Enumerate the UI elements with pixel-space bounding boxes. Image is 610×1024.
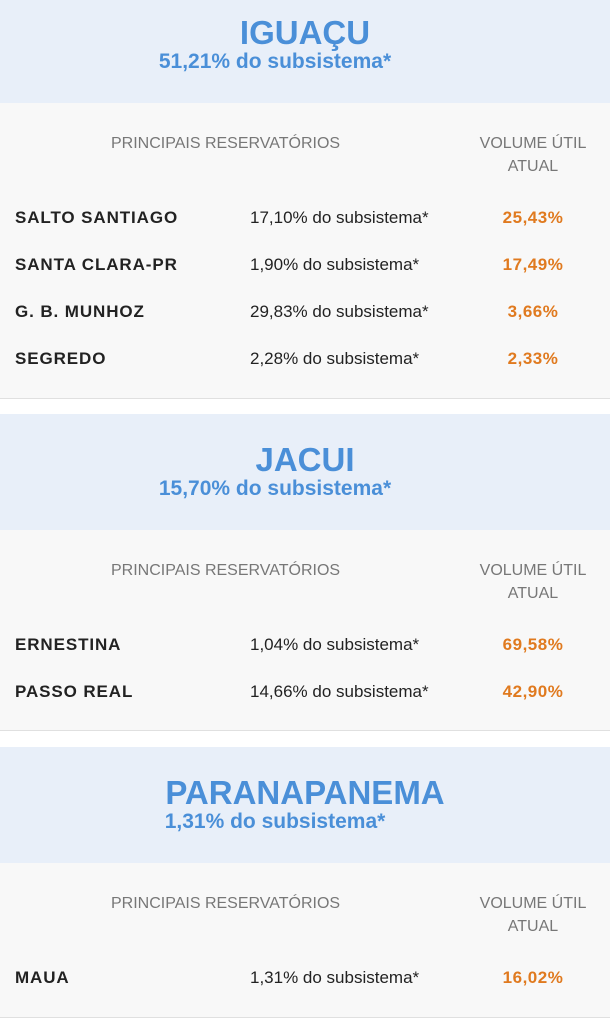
column-header-volume: VOLUME ÚTIL ATUAL <box>468 559 598 605</box>
table-row: MAUA 1,31% do subsistema* 16,02% <box>0 966 610 990</box>
column-header-volume-line2: ATUAL <box>507 585 559 602</box>
subsystem-header-jacui: JACUI 15,70% do subsistema* <box>0 414 610 530</box>
reservoir-name: MAUA <box>15 968 70 987</box>
subsystem-title: PARANAPANEMA <box>165 774 445 811</box>
column-header-volume-line1: VOLUME ÚTIL <box>479 135 587 152</box>
reservoir-volume: 2,33% <box>507 349 559 368</box>
table-row: SEGREDO 2,28% do subsistema* 2,33% <box>0 347 610 371</box>
reservoir-share: 29,83% do subsistema* <box>250 302 429 321</box>
reservoir-share: 2,28% do subsistema* <box>250 349 420 368</box>
reservoir-volume: 16,02% <box>502 968 564 987</box>
subsystem-share: 1,31% do subsistema* <box>164 810 386 833</box>
subsystem-header-iguacu: IGUAÇU 51,21% do subsistema* <box>0 0 610 103</box>
reservoir-share: 1,04% do subsistema* <box>250 635 420 654</box>
reservoir-share: 17,10% do subsistema* <box>250 208 429 227</box>
subsystem-share: 51,21% do subsistema* <box>158 50 392 73</box>
reservoir-name: SEGREDO <box>15 349 107 368</box>
subsystem-title: IGUAÇU <box>239 14 371 51</box>
column-header-volume-line1: VOLUME ÚTIL <box>479 562 587 579</box>
reservoir-table-jacui: PRINCIPAIS RESERVATÓRIOS VOLUME ÚTIL ATU… <box>0 530 610 731</box>
reservoir-name: G. B. MUNHOZ <box>15 302 145 321</box>
column-header-reservoirs: PRINCIPAIS RESERVATÓRIOS <box>111 135 341 152</box>
column-header-volume-line2: ATUAL <box>507 918 559 935</box>
column-header-reservoirs: PRINCIPAIS RESERVATÓRIOS <box>111 895 341 912</box>
reservoir-table-paranapanema: PRINCIPAIS RESERVATÓRIOS VOLUME ÚTIL ATU… <box>0 863 610 1018</box>
reservoir-share: 14,66% do subsistema* <box>250 682 429 701</box>
reservoir-share: 1,31% do subsistema* <box>250 968 420 987</box>
table-row: ERNESTINA 1,04% do subsistema* 69,58% <box>0 633 610 657</box>
reservoir-name: SANTA CLARA-PR <box>15 255 178 274</box>
column-header-reservoirs: PRINCIPAIS RESERVATÓRIOS <box>111 562 341 579</box>
reservoir-volume: 3,66% <box>507 302 559 321</box>
table-row: G. B. MUNHOZ 29,83% do subsistema* 3,66% <box>0 300 610 324</box>
reservoir-volume: 17,49% <box>502 255 564 274</box>
reservoir-name: SALTO SANTIAGO <box>15 208 179 227</box>
column-header-volume: VOLUME ÚTIL ATUAL <box>468 132 598 178</box>
table-row: PASSO REAL 14,66% do subsistema* 42,90% <box>0 680 610 704</box>
table-row: SALTO SANTIAGO 17,10% do subsistema* 25,… <box>0 206 610 230</box>
subsystem-title: JACUI <box>255 441 355 478</box>
subsystem-share: 15,70% do subsistema* <box>158 477 392 500</box>
column-header-volume-line1: VOLUME ÚTIL <box>479 895 587 912</box>
reservoir-share: 1,90% do subsistema* <box>250 255 420 274</box>
reservoir-volume: 42,90% <box>502 682 564 701</box>
reservoir-volume: 69,58% <box>502 635 564 654</box>
reservoir-volume: 25,43% <box>502 208 564 227</box>
reservoir-name: ERNESTINA <box>15 635 122 654</box>
column-header-volume-line2: ATUAL <box>507 158 559 175</box>
reservoir-table-iguacu: PRINCIPAIS RESERVATÓRIOS VOLUME ÚTIL ATU… <box>0 103 610 399</box>
column-header-volume: VOLUME ÚTIL ATUAL <box>468 892 598 938</box>
table-row: SANTA CLARA-PR 1,90% do subsistema* 17,4… <box>0 253 610 277</box>
subsystem-header-paranapanema: PARANAPANEMA 1,31% do subsistema* <box>0 747 610 863</box>
reservoir-name: PASSO REAL <box>15 682 134 701</box>
